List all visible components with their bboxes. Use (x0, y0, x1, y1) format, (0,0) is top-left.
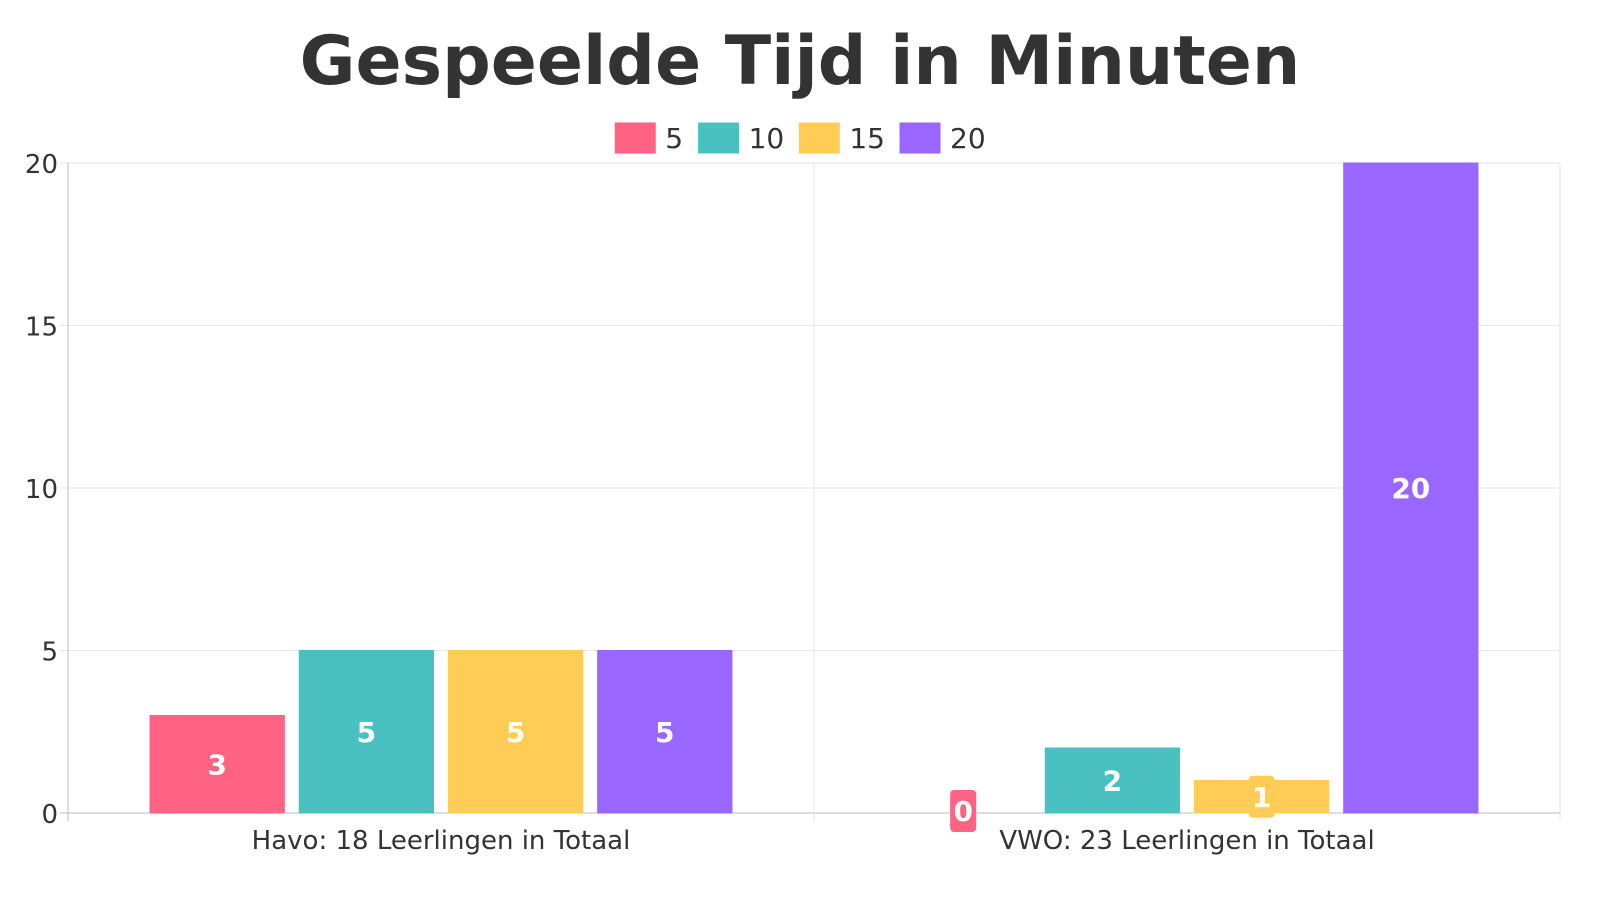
data-label: 3 (207, 748, 226, 781)
data-label: 20 (1391, 472, 1430, 505)
legend-swatch (698, 122, 740, 154)
y-tick-label: 15 (25, 313, 58, 343)
gridlines (60, 162, 1561, 821)
y-tick-label: 0 (41, 800, 58, 830)
data-label-bg (1248, 775, 1275, 818)
y-tick-label: 10 (25, 475, 58, 505)
data-label: 5 (655, 716, 674, 749)
legend-label: 5 (665, 122, 683, 155)
y-tick-label: 5 (41, 638, 58, 668)
y-axis: 0 5 10 15 20 (25, 150, 58, 830)
legend-swatch (614, 122, 656, 154)
x-axis: Havo: 18 Leerlingen in Totaal VWO: 23 Lee… (252, 826, 1375, 856)
legend-label: 15 (849, 122, 885, 155)
data-label-bg (950, 790, 977, 832)
bar (1343, 162, 1479, 814)
data-label: 0 (953, 795, 972, 828)
legend-swatch (798, 122, 840, 154)
bars (149, 162, 1479, 814)
legend-label: 20 (950, 122, 986, 155)
bar (298, 650, 435, 814)
data-label: 1 (1252, 781, 1271, 814)
bar (447, 650, 584, 814)
legend: 5 10 15 20 (614, 122, 986, 155)
data-label: 5 (506, 716, 525, 749)
x-tick-label: Havo: 18 Leerlingen in Totaal (252, 826, 631, 856)
data-label: 2 (1103, 765, 1122, 798)
legend-label: 10 (749, 122, 785, 155)
chart-title: Gespeelde Tijd in Minuten (300, 22, 1301, 101)
legend-swatch (899, 122, 941, 154)
y-tick-label: 20 (25, 150, 58, 180)
x-tick-label: VWO: 23 Leerlingen in Totaal (999, 826, 1374, 856)
bar (1044, 747, 1181, 814)
bar (149, 715, 285, 814)
data-labels: 3 0 5 2 5 1 5 20 (207, 472, 1430, 832)
data-label: 5 (357, 716, 376, 749)
bar (597, 650, 733, 814)
